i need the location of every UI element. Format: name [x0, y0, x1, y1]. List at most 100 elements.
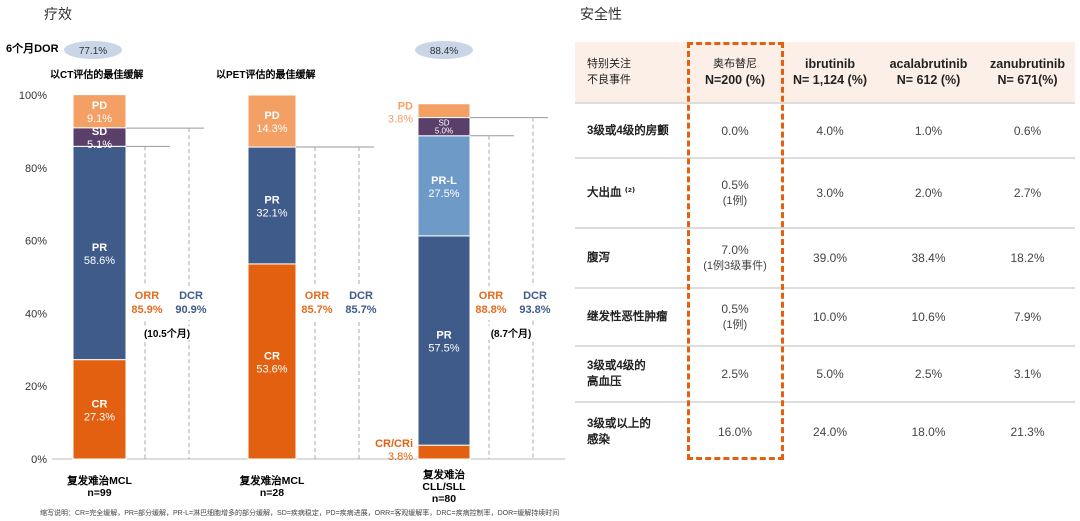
table-cell: 16.0% — [687, 401, 783, 460]
segment-value: 53.6% — [256, 363, 287, 375]
row-label-line: 腹泻 — [587, 252, 610, 264]
bar-segment-pd — [72, 94, 127, 129]
table-row: 大出血 ⁽²⁾ 0.5% (1例) 3.0% 2.0% 2.7% — [575, 157, 1075, 228]
bar-segment-cr — [72, 359, 127, 460]
subtitle-ct: 以CT评估的最佳缓解 — [50, 68, 143, 81]
category-label: 复发难治 — [422, 468, 465, 481]
safety-table: 特别关注不良事件 奥布替尼 N=200 (%) ibrutinib N= 1,124 (… — [575, 42, 1075, 460]
header-line: N= 612 (%) — [896, 73, 961, 87]
table-cell: 2.5% — [687, 345, 783, 402]
cell-line: 18.0% — [911, 424, 946, 439]
duration-annotation: (10.5个月) — [144, 327, 190, 340]
column-header: 奥布替尼 N=200 (%) — [687, 42, 783, 103]
segment-value: 27.5% — [428, 188, 459, 200]
cell-line: 0.6% — [1013, 123, 1042, 138]
header-line: 不良事件 — [587, 73, 631, 86]
orr-label: ORR — [479, 290, 504, 302]
column-header: zanubrutinib N= 671(%) — [980, 42, 1075, 103]
category-label: 复发难治MCL — [239, 474, 305, 487]
row-label-line: 3级或4级的 — [587, 360, 646, 372]
dor-value: 88.4% — [430, 46, 458, 57]
y-tick-label: 0% — [31, 454, 47, 466]
cell-line: 3.0% — [816, 186, 844, 200]
dcr-value: 90.9% — [175, 304, 206, 316]
dcr-label: DCR — [523, 290, 547, 302]
bar-segment-pr — [247, 146, 297, 265]
segment-label: PR — [264, 194, 279, 206]
table-cell: 38.4% — [877, 227, 980, 288]
table-cell: 7.0% (1例3级事件) — [687, 227, 783, 288]
header-line: 特别关注 — [587, 57, 631, 70]
cell-line: (1例) — [722, 195, 748, 207]
cell-line: 1.0% — [914, 123, 943, 138]
table-header-row: 特别关注不良事件 奥布替尼 N=200 (%) ibrutinib N= 1,124 (… — [575, 42, 1075, 103]
table-row: 3级或以上的 感染 16.0% 24.0% 18.0% 21.3% — [575, 401, 1075, 460]
table-cell: 2.5% — [877, 345, 980, 402]
bar-segment-pd — [247, 94, 297, 148]
dcr-label: DCR — [179, 290, 203, 302]
table-cell: 3.0% — [783, 157, 877, 228]
bar-segment-cr — [247, 263, 297, 460]
row-label: 继发性恶性肿瘤 — [575, 287, 687, 346]
bar-segment-pr-l — [417, 135, 471, 237]
segment-label: PD — [264, 110, 279, 122]
table-cell: 0.5% (1例) — [687, 157, 783, 228]
segment-value: 3.8% — [388, 114, 413, 126]
header-line: N= 671(%) — [997, 73, 1058, 87]
table-cell: 18.2% — [980, 227, 1075, 288]
segment-value: 27.3% — [84, 411, 115, 423]
header-line: ibrutinib — [805, 57, 855, 71]
category-label: n=99 — [87, 487, 111, 499]
orr-label: ORR — [305, 290, 330, 302]
category-label: 复发难治MCL — [66, 474, 132, 487]
cell-line: 0.5% — [721, 178, 749, 192]
subtitle-pet: 以PET评估的最佳缓解 — [216, 68, 315, 81]
row-label-line: 3级或以上的 — [587, 417, 651, 430]
cell-line: 4.0% — [816, 123, 844, 138]
cell-line: (1例) — [722, 319, 748, 331]
table-cell: 3.1% — [980, 345, 1075, 402]
segment-label: PR — [92, 242, 107, 254]
dcr-label-bg — [519, 286, 553, 320]
y-tick-label: 40% — [25, 308, 47, 320]
dor-pill — [64, 41, 122, 59]
row-label: 腹泻 — [575, 227, 687, 288]
cell-line: 2.7% — [1013, 186, 1042, 200]
table-cell: 4.0% — [783, 102, 877, 158]
cell-line: 7.9% — [1013, 310, 1042, 324]
category-label: n=28 — [260, 487, 284, 499]
efficacy-chart: 6个月DOR 77.1% 88.4% 以CT评估的最佳缓解 以PET评估的最佳缓解 0% 2… — [6, 41, 565, 505]
orr-label-bg — [131, 286, 165, 320]
row-label-line: 高血压 — [587, 376, 622, 388]
bar-segment-pr — [417, 235, 471, 446]
table-row: 3级或4级的房颤 0.0% 4.0% 1.0% 0.6% — [575, 102, 1075, 158]
cell-line: 7.0% — [721, 243, 749, 257]
segment-value: 14.3% — [256, 123, 287, 135]
cell-line: 0.0% — [721, 123, 749, 138]
row-label: 大出血 ⁽²⁾ — [575, 157, 687, 228]
cell-line: (1例3级事件) — [703, 260, 767, 272]
segment-value: 58.6% — [84, 255, 115, 267]
cell-line: 21.3% — [1010, 424, 1045, 439]
orr-label: ORR — [135, 290, 160, 302]
bar-segment-cr-cri — [417, 444, 471, 460]
cell-line: 2.5% — [721, 367, 749, 381]
dor-value: 77.1% — [79, 46, 107, 57]
dcr-label: DCR — [349, 290, 373, 302]
cell-line: 38.4% — [911, 251, 946, 265]
table-row: 腹泻 7.0% (1例3级事件) 39.0% 38.4% 18.2% — [575, 227, 1075, 288]
dcr-label-bg — [345, 286, 379, 320]
column-header: ibrutinib N= 1,124 (%) — [783, 42, 877, 103]
bar-segment-pd — [417, 103, 471, 119]
table-cell: 24.0% — [783, 401, 877, 460]
segment-label: CR — [264, 350, 280, 362]
table-cell: 2.7% — [980, 157, 1075, 228]
table-cell: 10.6% — [877, 287, 980, 346]
table-row: 3级或4级的 高血压 2.5% 5.0% 2.5% 3.1% — [575, 345, 1075, 402]
row-label: 3级或以上的 感染 — [575, 401, 687, 460]
y-tick-label: 60% — [25, 236, 47, 248]
cell-line: 24.0% — [812, 424, 848, 439]
orr-label-bg — [475, 286, 509, 320]
y-tick-label: 20% — [25, 381, 47, 393]
cell-line: 18.2% — [1010, 251, 1045, 265]
